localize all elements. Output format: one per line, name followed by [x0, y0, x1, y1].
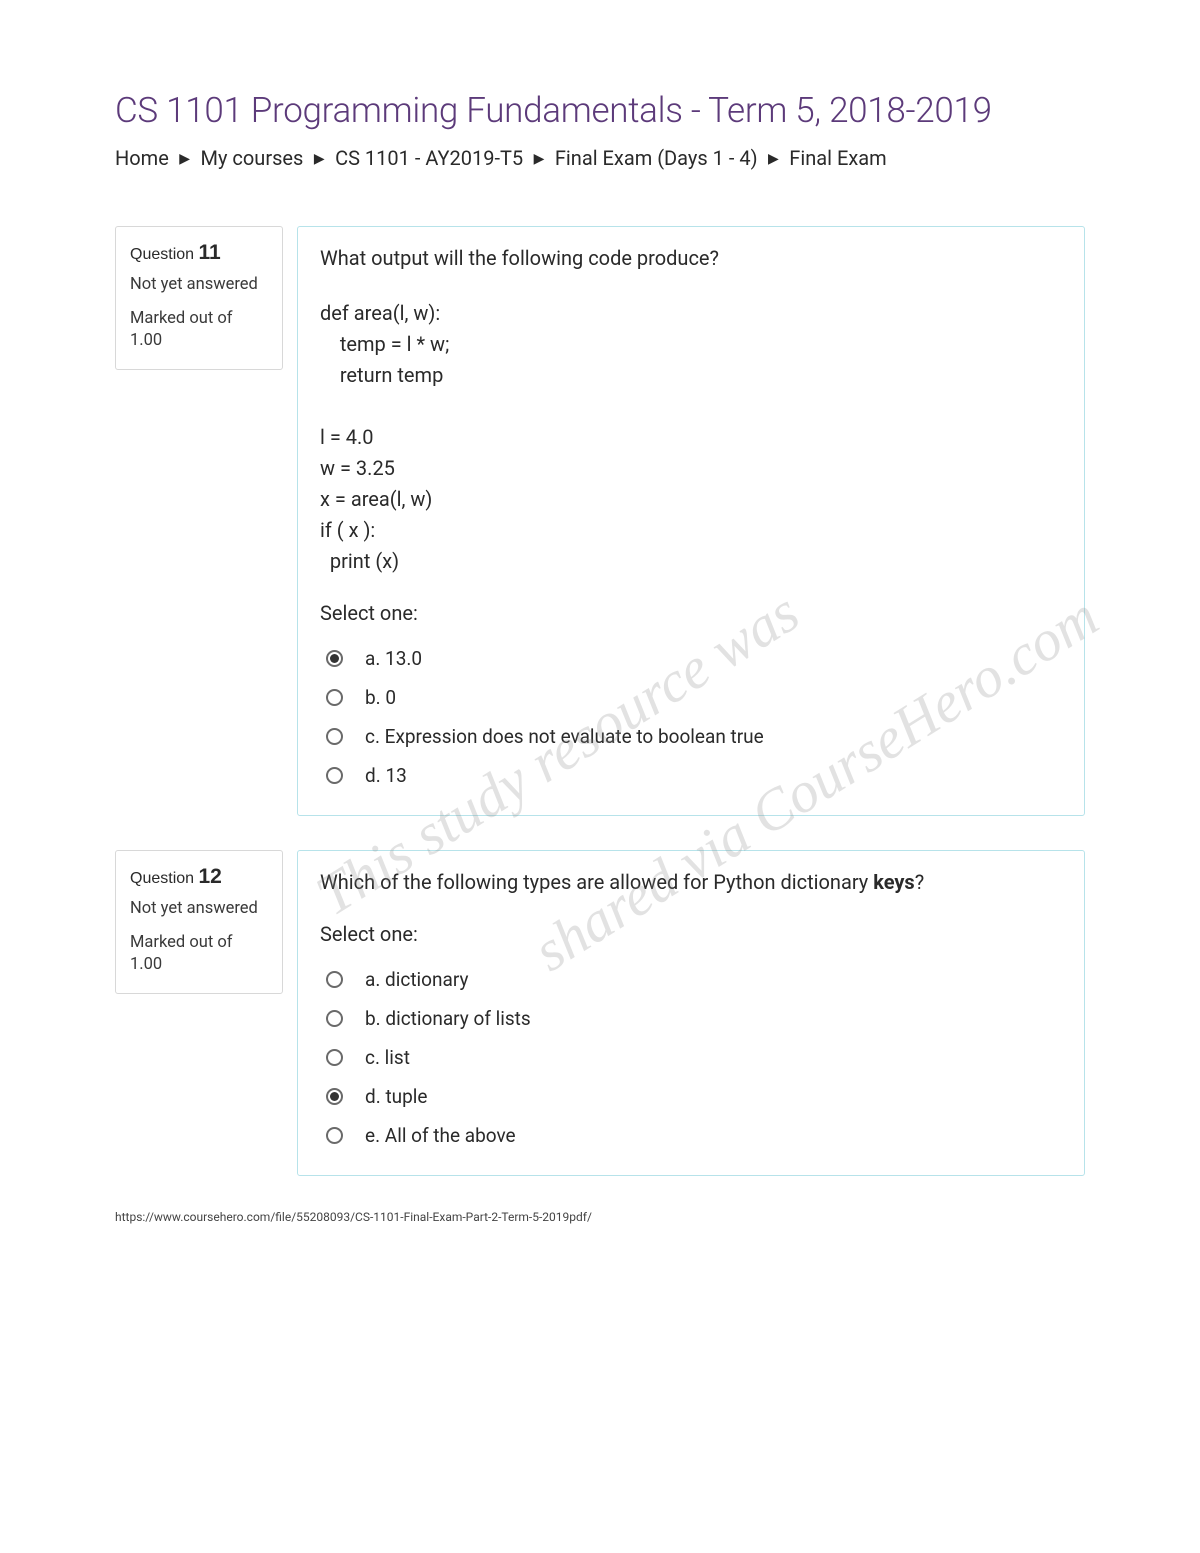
- breadcrumb-separator-icon: ▶: [310, 151, 328, 167]
- page-title: CS 1101 Programming Fundamentals - Term …: [115, 90, 1085, 131]
- question-body: What output will the following code prod…: [297, 226, 1085, 816]
- answer-option[interactable]: a. 13.0: [320, 639, 1062, 678]
- answer-option[interactable]: a. dictionary: [320, 960, 1062, 999]
- answer-option-label: b. 0: [365, 686, 396, 709]
- answer-option[interactable]: b. 0: [320, 678, 1062, 717]
- question-body: Which of the following types are allowed…: [297, 850, 1085, 1176]
- breadcrumb-separator-icon: ▶: [530, 151, 548, 167]
- footer-url: https://www.coursehero.com/file/55208093…: [115, 1210, 1085, 1224]
- breadcrumb: Home ▶ My courses ▶ CS 1101 - AY2019-T5 …: [115, 143, 1085, 174]
- answer-option[interactable]: b. dictionary of lists: [320, 999, 1062, 1038]
- answer-option-label: c. list: [365, 1046, 410, 1069]
- question-prompt: What output will the following code prod…: [320, 243, 1062, 274]
- answer-option[interactable]: c. Expression does not evaluate to boole…: [320, 717, 1062, 756]
- answer-option-label: a. dictionary: [365, 968, 468, 991]
- answer-option-label: d. tuple: [365, 1085, 428, 1108]
- answer-option-label: d. 13: [365, 764, 407, 787]
- question-block: Question 11 Not yet answered Marked out of…: [115, 226, 1085, 816]
- question-block: Question 12 Not yet answered Marked out of…: [115, 850, 1085, 1176]
- breadcrumb-separator-icon: ▶: [176, 151, 194, 167]
- select-one-label: Select one:: [320, 922, 1062, 946]
- question-status: Not yet answered: [130, 275, 268, 294]
- breadcrumb-item[interactable]: CS 1101 - AY2019-T5: [335, 146, 523, 170]
- question-info-panel: Question 12 Not yet answered Marked out of…: [115, 850, 283, 994]
- answer-option[interactable]: d. 13: [320, 756, 1062, 795]
- radio-icon[interactable]: [326, 1010, 343, 1027]
- answer-option-label: a. 13.0: [365, 647, 422, 670]
- question-mark: Marked out of1.00: [130, 932, 268, 977]
- question-code: def area(l, w): temp = l * w; return tem…: [320, 298, 1062, 577]
- answer-option-label: b. dictionary of lists: [365, 1007, 531, 1030]
- question-prompt: Which of the following types are allowed…: [320, 867, 1062, 898]
- answer-option-label: e. All of the above: [365, 1124, 516, 1147]
- question-label: Question: [130, 870, 198, 887]
- breadcrumb-item[interactable]: My courses: [201, 146, 304, 170]
- answer-option[interactable]: d. tuple: [320, 1077, 1062, 1116]
- radio-icon[interactable]: [326, 1088, 343, 1105]
- breadcrumb-item[interactable]: Final Exam (Days 1 - 4): [555, 146, 758, 170]
- question-info-panel: Question 11 Not yet answered Marked out of…: [115, 226, 283, 370]
- question-number: 12: [198, 865, 221, 888]
- radio-icon[interactable]: [326, 1127, 343, 1144]
- answer-option-label: c. Expression does not evaluate to boole…: [365, 725, 764, 748]
- breadcrumb-item: Final Exam: [789, 146, 886, 170]
- radio-icon[interactable]: [326, 689, 343, 706]
- select-one-label: Select one:: [320, 601, 1062, 625]
- question-label: Question: [130, 246, 198, 263]
- radio-icon[interactable]: [326, 650, 343, 667]
- question-mark: Marked out of1.00: [130, 308, 268, 353]
- question-number: 11: [198, 241, 220, 264]
- breadcrumb-separator-icon: ▶: [765, 151, 783, 167]
- answer-option[interactable]: e. All of the above: [320, 1116, 1062, 1155]
- radio-icon[interactable]: [326, 1049, 343, 1066]
- question-status: Not yet answered: [130, 899, 268, 918]
- breadcrumb-item[interactable]: Home: [115, 146, 169, 170]
- radio-icon[interactable]: [326, 767, 343, 784]
- radio-icon[interactable]: [326, 728, 343, 745]
- radio-icon[interactable]: [326, 971, 343, 988]
- answer-option[interactable]: c. list: [320, 1038, 1062, 1077]
